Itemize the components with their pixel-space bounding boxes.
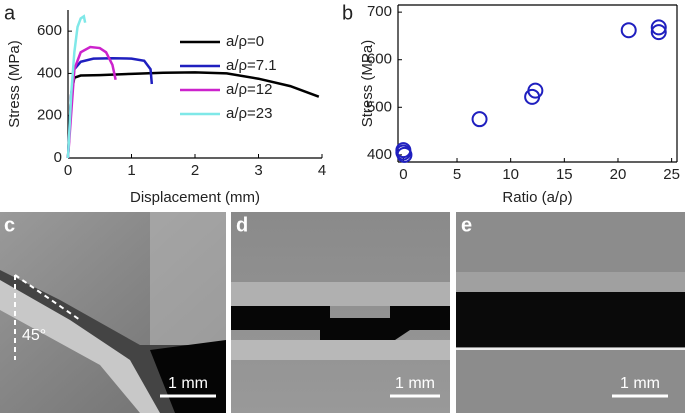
panel-label: c [4, 214, 15, 236]
x-tick-label: 0 [399, 166, 407, 183]
legend-label: a/ρ=23 [226, 105, 273, 122]
angle-label: 45° [22, 327, 46, 344]
x-tick-label: 5 [453, 166, 461, 183]
image-e [456, 212, 685, 413]
image-d [231, 212, 450, 413]
panel-label: d [236, 214, 248, 236]
x-tick-label: 15 [556, 166, 573, 183]
panel-label: a [4, 2, 16, 24]
x-tick-label: 3 [254, 162, 262, 179]
x-axis-label: Displacement (mm) [130, 189, 260, 206]
line [66, 14, 87, 159]
y-axis-label: Stress (MPa) [359, 40, 376, 128]
scale-bar-label: 1 mm [620, 375, 660, 392]
point [650, 19, 667, 36]
legend-label: a/ρ=7.1 [226, 57, 277, 74]
panel-label: b [342, 2, 353, 24]
x-tick-label: 25 [663, 166, 680, 183]
x-axis-label: Ratio (a/ρ) [502, 189, 572, 206]
point [620, 22, 637, 39]
y-tick-label: 400 [37, 64, 62, 81]
y-tick-label: 400 [367, 146, 392, 163]
line [66, 45, 117, 159]
point [650, 24, 667, 41]
point [396, 146, 413, 163]
scale-bar-label: 1 mm [395, 375, 435, 392]
y-axis-label: Stress (MPa) [6, 40, 23, 128]
panel-label: e [461, 214, 472, 236]
x-tick-label: 10 [502, 166, 519, 183]
x-tick-label: 20 [610, 166, 627, 183]
image-c [0, 212, 226, 413]
y-tick-label: 0 [54, 149, 62, 166]
y-tick-label: 700 [367, 3, 392, 20]
point [471, 111, 488, 128]
y-tick-label: 600 [37, 22, 62, 39]
x-tick-label: 4 [318, 162, 326, 179]
y-tick-label: 200 [37, 107, 62, 124]
y-tick-label: 500 [367, 98, 392, 115]
legend-label: a/ρ=12 [226, 81, 273, 98]
scale-bar-label: 1 mm [168, 375, 208, 392]
x-tick-label: 1 [127, 162, 135, 179]
legend-label: a/ρ=0 [226, 33, 264, 50]
x-tick-label: 2 [191, 162, 199, 179]
point [527, 82, 544, 99]
y-tick-label: 600 [367, 51, 392, 68]
x-tick-label: 0 [64, 162, 72, 179]
